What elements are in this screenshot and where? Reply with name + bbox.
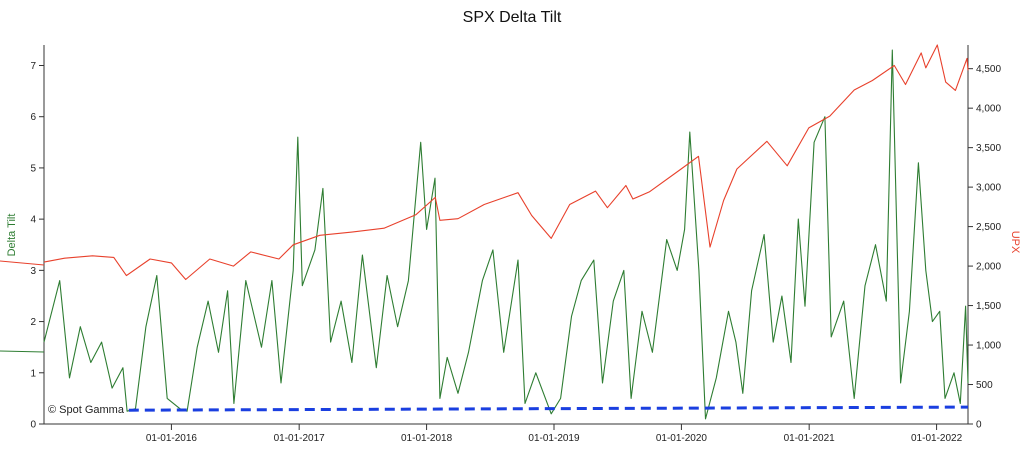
left-tick-label: 7 bbox=[30, 61, 36, 72]
left-tick-label: 0 bbox=[30, 420, 36, 431]
right-tick-label: 4,000 bbox=[976, 104, 1001, 115]
left-axis-stub-red bbox=[0, 260, 45, 266]
right-tick-label: 2,500 bbox=[976, 222, 1001, 233]
left-axis-label: Delta Tilt bbox=[6, 214, 18, 257]
left-axis-stub-green bbox=[0, 350, 45, 353]
right-tick-label: 1,000 bbox=[976, 341, 1001, 352]
x-tick-label: 01-01-2018 bbox=[401, 433, 453, 444]
watermark: © Spot Gamma bbox=[48, 404, 125, 416]
right-tick-label: 3,000 bbox=[976, 183, 1001, 194]
right-tick-label: 3,500 bbox=[976, 143, 1001, 154]
right-y-axis: 0 500 1,000 1,500 2,000 2,500 3,000 3,500 4,000 4… bbox=[967, 45, 1001, 431]
series-layer bbox=[43, 44, 969, 420]
left-tick-label: 2 bbox=[30, 317, 36, 328]
right-tick-label: 500 bbox=[976, 380, 993, 391]
x-tick-label: 01-01-2017 bbox=[274, 433, 326, 444]
x-tick-label: 01-01-2016 bbox=[146, 433, 198, 444]
left-tick-label: 6 bbox=[30, 112, 36, 123]
right-tick-label: 2,000 bbox=[976, 262, 1001, 273]
x-tick-label: 01-01-2021 bbox=[784, 433, 836, 444]
right-axis-label: UPX bbox=[1009, 231, 1021, 254]
right-tick-label: 4,500 bbox=[976, 64, 1001, 75]
series-line-delta-tilt bbox=[43, 49, 969, 420]
left-tick-label: 4 bbox=[30, 215, 36, 226]
chart-title: SPX Delta Tilt bbox=[463, 9, 562, 26]
x-tick-label: 01-01-2019 bbox=[528, 433, 580, 444]
x-tick-label: 01-01-2022 bbox=[911, 433, 963, 444]
x-axis: 01-01-2016 01-01-2017 01-01-2018 01-01-2019… bbox=[44, 423, 968, 444]
series-line-baseline bbox=[128, 405, 969, 412]
x-tick-label: 01-01-2020 bbox=[656, 433, 708, 444]
left-tick-label: 5 bbox=[30, 163, 36, 174]
series-line-upx bbox=[43, 44, 969, 281]
left-tick-label: 1 bbox=[30, 368, 36, 379]
left-tick-label: 3 bbox=[30, 266, 36, 277]
right-tick-label: 0 bbox=[976, 420, 982, 431]
right-tick-label: 1,500 bbox=[976, 301, 1001, 312]
left-y-axis: 0 1 2 3 4 5 6 7 bbox=[30, 45, 45, 431]
